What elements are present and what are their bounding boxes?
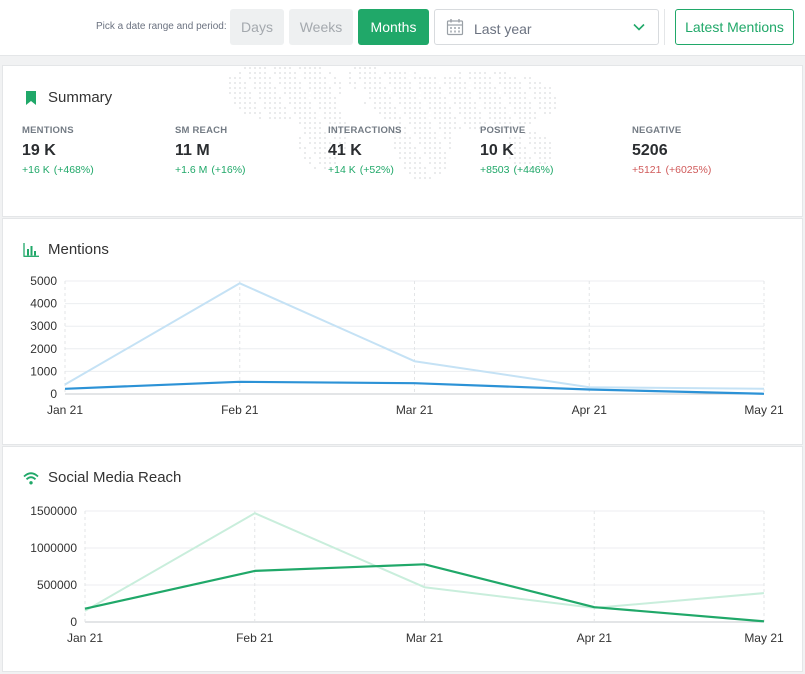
y-tick-label: 4000 [30,297,57,311]
summary-title: Summary [48,89,113,106]
stat-mentions: MENTIONS 19 K +16 K (+468%) [22,125,94,176]
stat-value: 19 K [22,142,56,159]
y-tick-label: 0 [50,387,57,401]
wifi-icon [23,470,39,486]
period-days-button[interactable]: Days [230,9,284,45]
y-tick-label: 2000 [30,342,57,356]
bar-chart-icon [23,242,39,258]
stat-delta: +14 K (+52%) [328,164,394,176]
x-tick-label: Feb 21 [236,631,274,645]
stat-value: 11 M [175,142,210,159]
y-tick-label: 1000 [30,364,57,378]
y-tick-label: 500000 [37,578,77,592]
stat-delta: +1.6 M (+16%) [175,164,246,176]
x-tick-label: Jan 21 [47,403,83,417]
stat-value: 41 K [328,142,362,159]
y-tick-label: 1500000 [30,504,77,518]
date-range-select[interactable]: Last year [434,9,659,45]
x-tick-label: Apr 21 [572,403,608,417]
mentions-chart: 0 1000 2000 3000 4000 5000 Jan 21 Feb 21 Mar 21 A… [30,274,784,417]
calendar-icon [446,18,464,41]
world-map-decoration [229,67,556,179]
bookmark-icon [23,90,39,106]
y-tick-label: 3000 [30,319,57,333]
x-tick-label: May 21 [744,403,784,417]
stat-delta: +8503 (+446%) [480,164,554,176]
stat-delta: +5121 (+6025%) [632,164,712,176]
reach-chart-title: Social Media Reach [48,469,182,486]
toolbar: Pick a date range and period: Days Weeks… [0,0,805,56]
date-range-label: Pick a date range and period: [96,21,227,32]
reach-header: Social Media Reach [23,469,181,486]
x-tick-label: Jan 21 [67,631,103,645]
y-tick-label: 0 [70,615,77,629]
period-months-button[interactable]: Months [358,9,429,45]
y-tick-label: 5000 [30,274,57,288]
x-tick-label: Apr 21 [577,631,613,645]
toolbar-divider [664,9,665,45]
summary-header: Summary [23,89,112,106]
latest-mentions-button[interactable]: Latest Mentions [675,9,794,45]
stat-label: MENTIONS [22,125,74,136]
stat-interactions: INTERACTIONS 41 K +14 K (+52%) [328,125,402,176]
mentions-chart-title: Mentions [48,241,109,258]
stat-label: INTERACTIONS [328,125,402,136]
x-tick-label: Feb 21 [221,403,259,417]
social-reach-panel: Social Media Reach 0 500000 1000000 1500000… [2,446,803,672]
stat-sm-reach: SM REACH 11 M +1.6 M (+16%) [175,125,246,176]
stat-value: 5206 [632,142,668,159]
stat-positive: POSITIVE 10 K +8503 (+446%) [480,125,553,176]
date-range-value: Last year [474,21,532,37]
summary-panel: Summary MENTIONS 19 K +16 K (+468%) SM RE… [2,65,803,217]
stat-label: SM REACH [175,125,228,136]
stat-label: NEGATIVE [632,125,682,136]
x-tick-label: May 21 [744,631,784,645]
social-reach-chart: 0 500000 1000000 1500000 Jan 21 Feb 21 Mar 21 A… [30,504,784,645]
stat-negative: NEGATIVE 5206 +5121 (+6025%) [632,125,711,176]
mentions-header: Mentions [23,241,109,258]
chevron-down-icon [632,20,646,39]
y-tick-label: 1000000 [30,541,77,555]
mentions-panel: Mentions 0 1000 2000 3000 4000 5000 Jan 21 Feb … [2,218,803,445]
stat-delta: +16 K (+468%) [22,164,94,176]
x-tick-label: Mar 21 [406,631,444,645]
x-tick-label: Mar 21 [396,403,434,417]
period-weeks-button[interactable]: Weeks [289,9,353,45]
stat-label: POSITIVE [480,125,526,136]
stat-value: 10 K [480,142,514,159]
